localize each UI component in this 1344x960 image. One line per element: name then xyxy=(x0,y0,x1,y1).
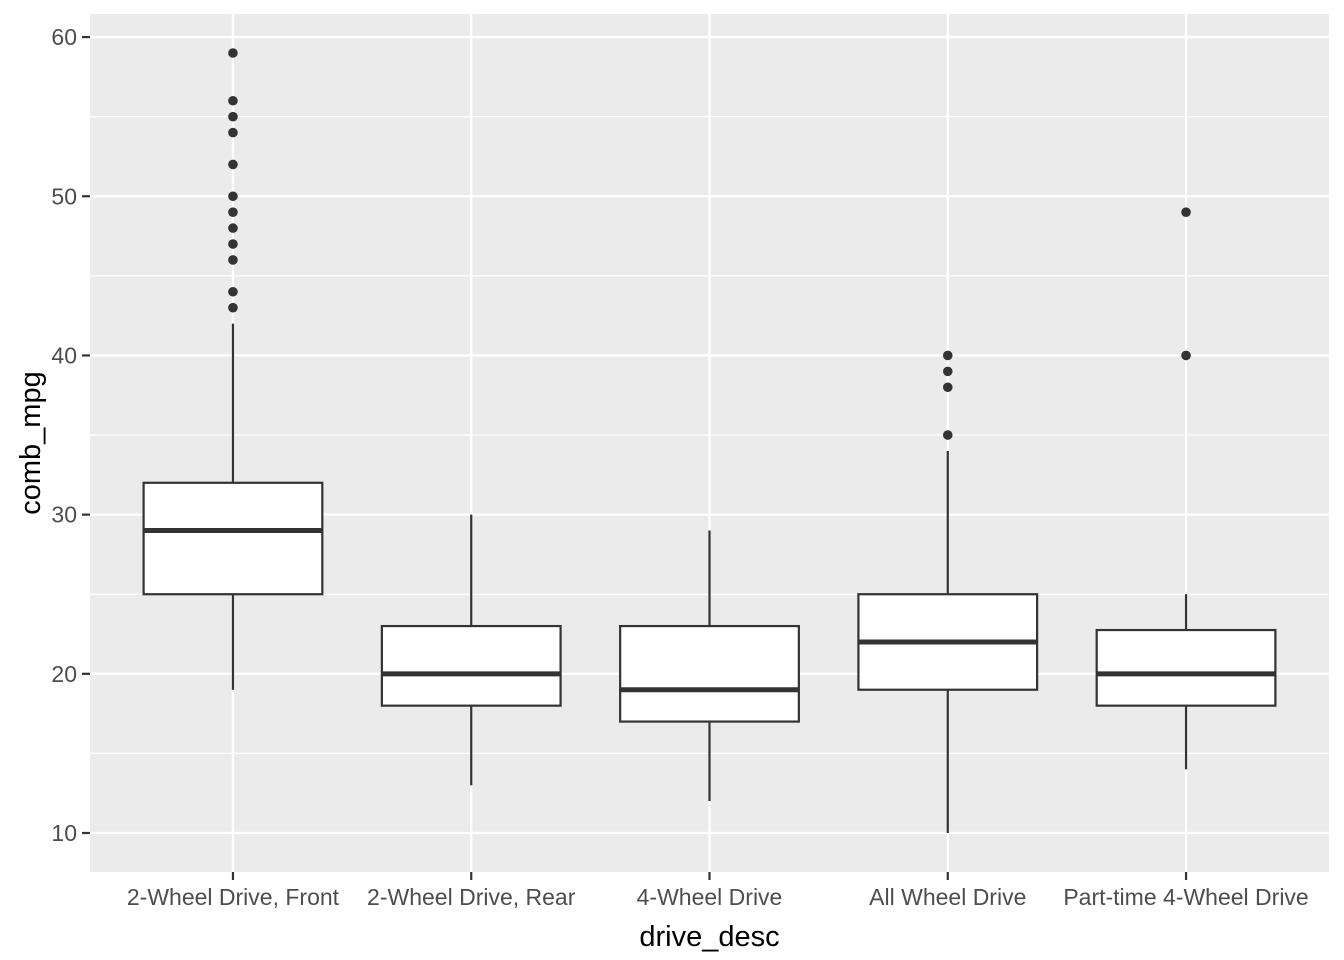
x-axis-title: drive_desc xyxy=(639,921,779,953)
outlier-point xyxy=(228,191,238,202)
x-tick-label: All Wheel Drive xyxy=(869,884,1026,910)
outlier-point xyxy=(1181,207,1191,217)
outlier-point xyxy=(1181,350,1191,361)
outlier-point xyxy=(228,255,238,265)
outlier-point xyxy=(228,48,238,58)
outlier-point xyxy=(228,286,238,297)
boxplot-box xyxy=(1095,628,1277,707)
x-tick-label: Part-time 4-Wheel Drive xyxy=(1063,884,1308,910)
y-axis-title: comb_mpg xyxy=(15,371,47,514)
outlier-point xyxy=(228,239,238,249)
outlier-point xyxy=(228,159,238,170)
x-tick-label: 4-Wheel Drive xyxy=(637,884,783,910)
boxplot-box xyxy=(619,624,800,723)
outlier-point xyxy=(228,207,238,217)
outlier-point xyxy=(228,111,238,122)
outlier-point xyxy=(942,366,953,377)
x-tick-label: 2-Wheel Drive, Front xyxy=(127,884,340,910)
outlier-point xyxy=(942,350,953,361)
outlier-point xyxy=(228,302,238,313)
outlier-point xyxy=(228,127,238,138)
x-tick-label: 2-Wheel Drive, Rear xyxy=(367,884,576,910)
y-tick-label: 40 xyxy=(51,342,77,368)
outlier-point xyxy=(942,430,953,440)
outlier-point xyxy=(228,223,238,233)
y-tick-label: 30 xyxy=(51,502,77,528)
y-tick-label: 60 xyxy=(51,24,77,50)
y-tick-label: 10 xyxy=(51,820,77,846)
outlier-point xyxy=(228,95,238,106)
boxplot-box xyxy=(380,624,562,707)
y-tick-label: 20 xyxy=(51,661,77,687)
y-tick-label: 50 xyxy=(51,183,77,209)
outlier-point xyxy=(942,382,953,393)
boxplot-box xyxy=(142,481,324,596)
